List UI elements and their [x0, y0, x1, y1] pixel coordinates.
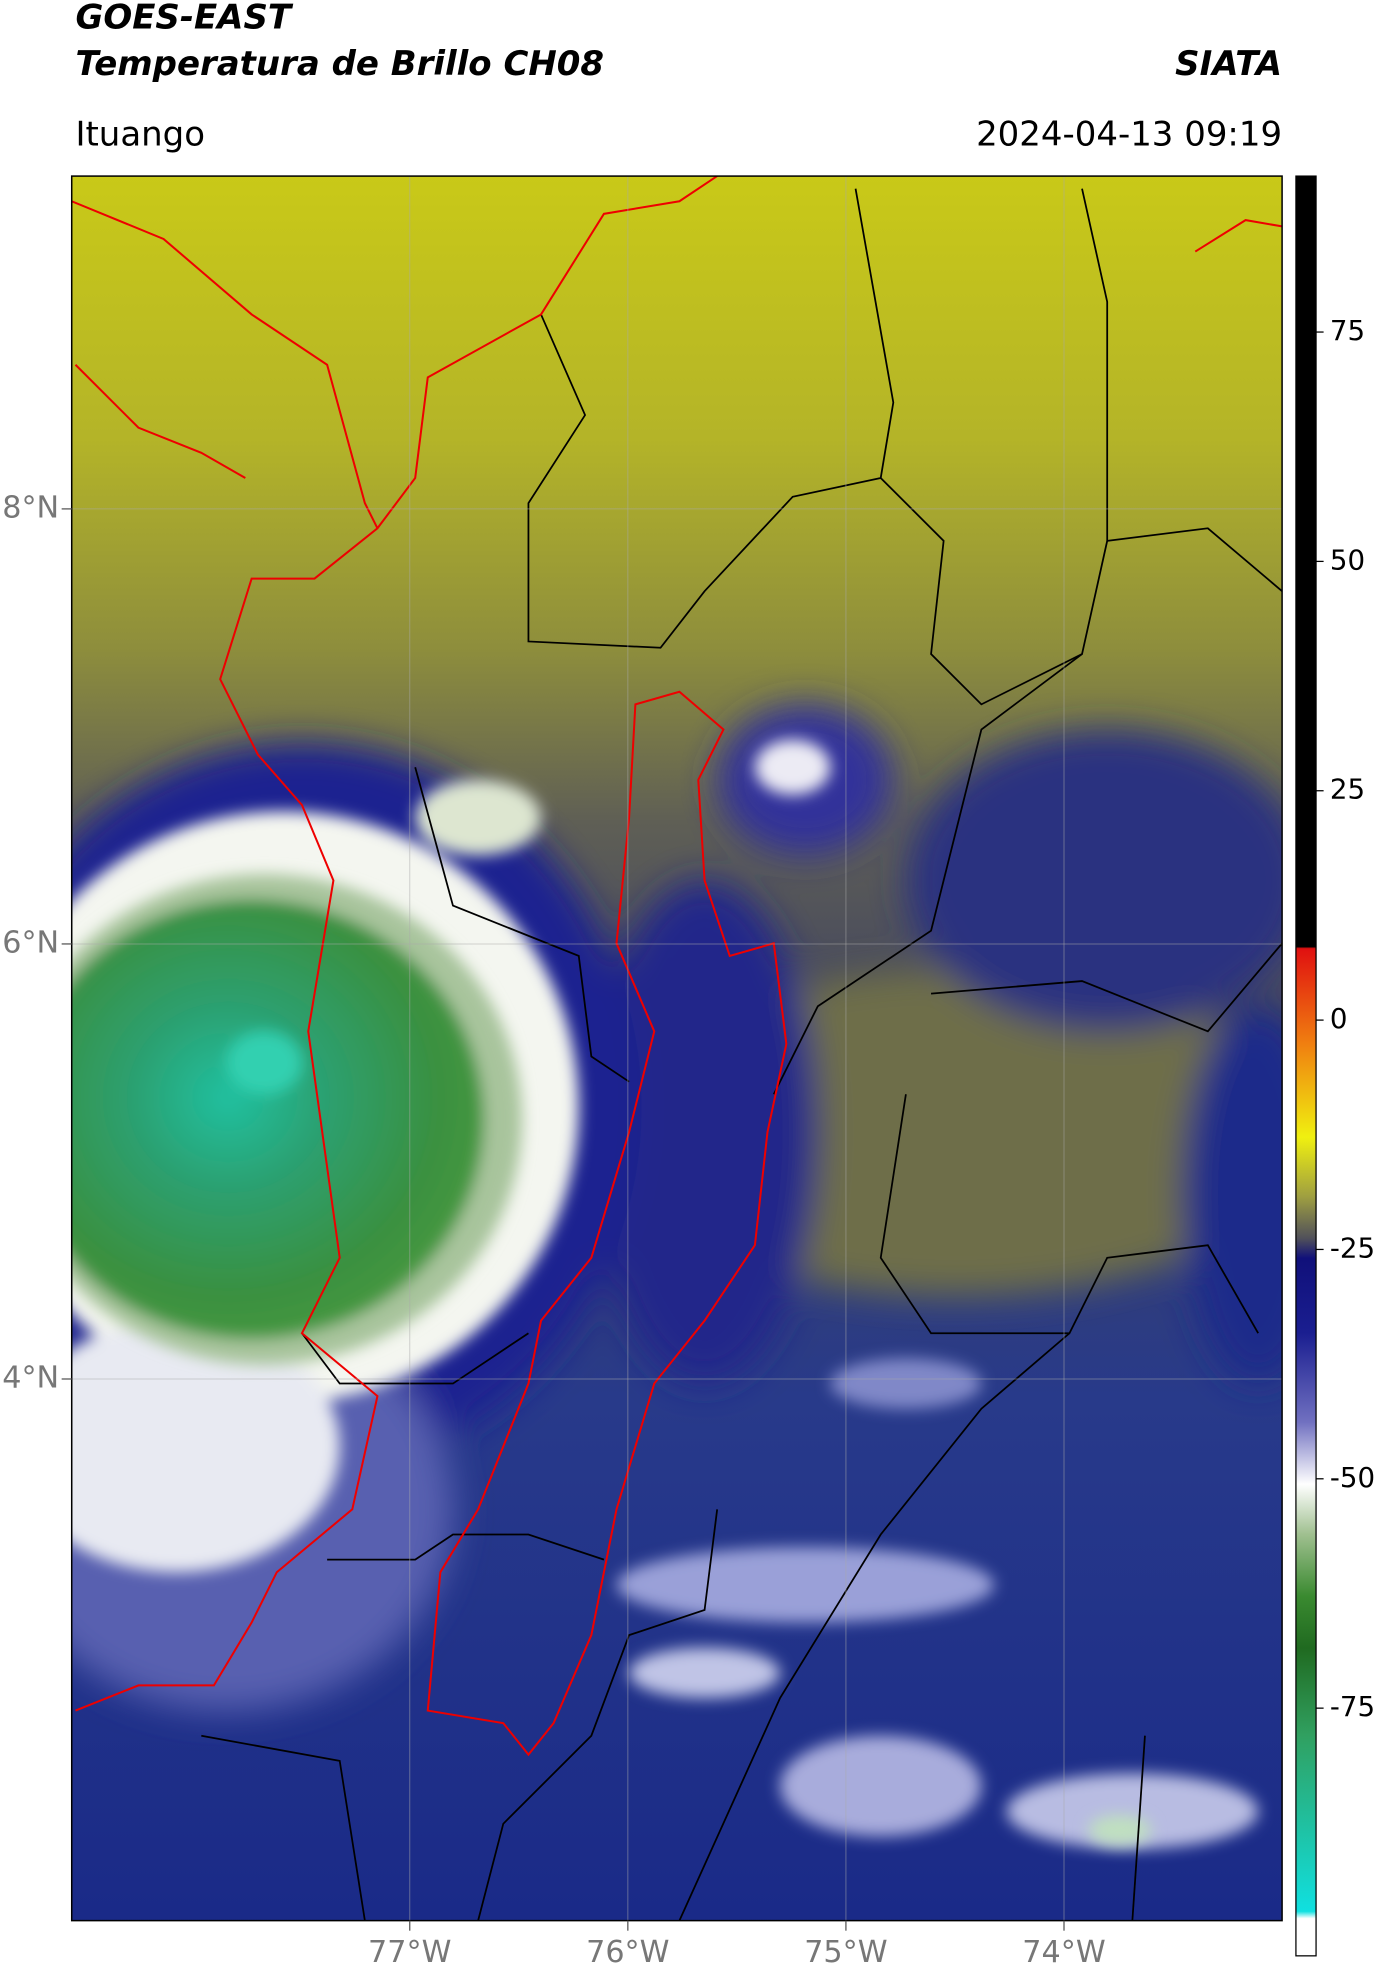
title: GOES-EAST — [75, 0, 293, 37]
datetime: 2024-04-13 09:19 — [976, 114, 1282, 154]
y-tick-label: 4°N — [2, 1360, 59, 1395]
colorbar-tick-label: -50 — [1330, 1461, 1375, 1494]
colorbar-tick-label: -25 — [1330, 1231, 1375, 1264]
y-tick-label: 8°N — [2, 490, 59, 525]
subtitle: Temperatura de Brillo CH08 — [75, 44, 604, 84]
colorbar-tick-label: 50 — [1330, 543, 1365, 576]
satellite-image — [71, 176, 1283, 1921]
grid — [71, 176, 1283, 1921]
y-tick-label: 6°N — [2, 925, 59, 960]
x-tick-label: 75°W — [804, 1935, 887, 1970]
colorbar-tick-label: 75 — [1330, 314, 1365, 347]
location: Ituango — [75, 114, 205, 154]
map-frame — [70, 175, 1283, 1922]
borders — [71, 176, 1283, 1921]
colorbar-tick-label: 25 — [1330, 773, 1365, 806]
x-tick-label: 77°W — [368, 1935, 451, 1970]
x-tick-label: 74°W — [1022, 1935, 1105, 1970]
x-tick-label: 76°W — [586, 1935, 669, 1970]
source: SIATA — [1175, 44, 1282, 84]
colorbar-tick-label: 0 — [1330, 1002, 1348, 1035]
colorbar-tick-label: -75 — [1330, 1690, 1375, 1723]
colorbar — [1295, 175, 1317, 1957]
